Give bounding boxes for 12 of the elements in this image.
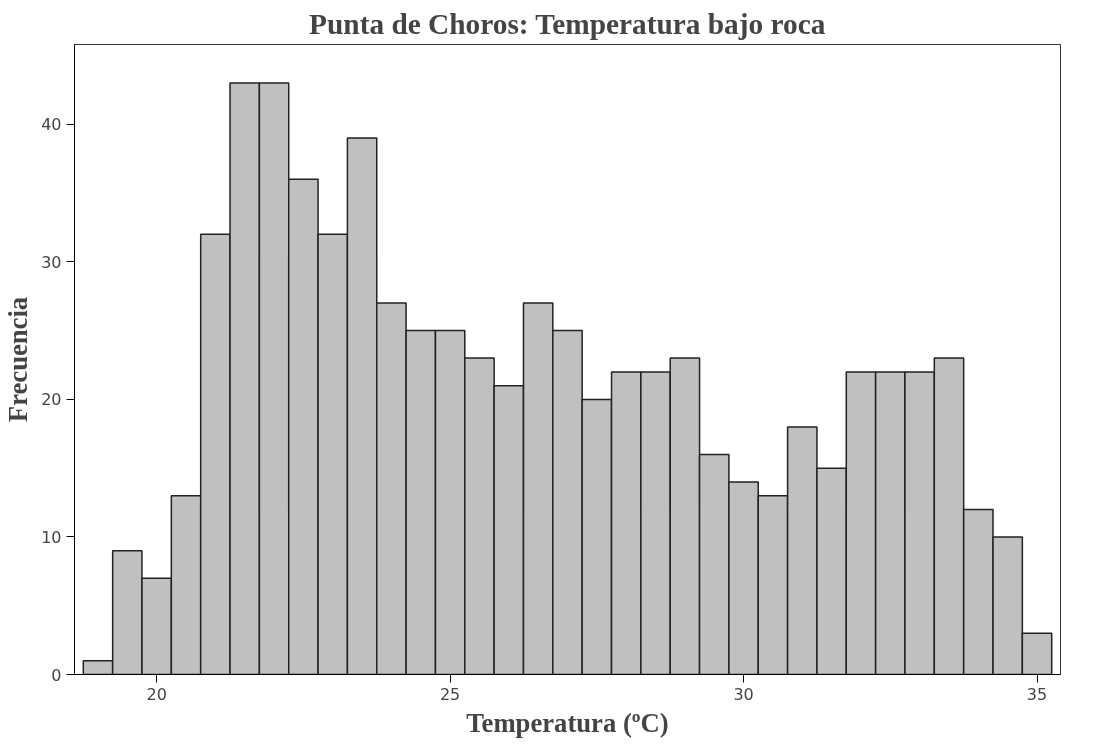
y-tick-label: 30 (41, 252, 62, 272)
x-tick-label: 30 (733, 684, 754, 704)
y-tick-label: 10 (41, 527, 62, 547)
x-tick-label: 20 (146, 684, 167, 704)
y-tick-label: 0 (51, 665, 62, 685)
y-axis-title: Frecuencia (3, 296, 34, 423)
y-tick-label: 20 (41, 390, 62, 410)
x-tick-label: 35 (1026, 684, 1048, 704)
x-tick-label: 25 (439, 684, 461, 704)
x-axis-title: Temperatura (ºC) (466, 707, 669, 738)
y-tick-label: 40 (41, 115, 62, 135)
chart-title: Punta de Choros: Temperatura bajo roca (309, 7, 826, 40)
